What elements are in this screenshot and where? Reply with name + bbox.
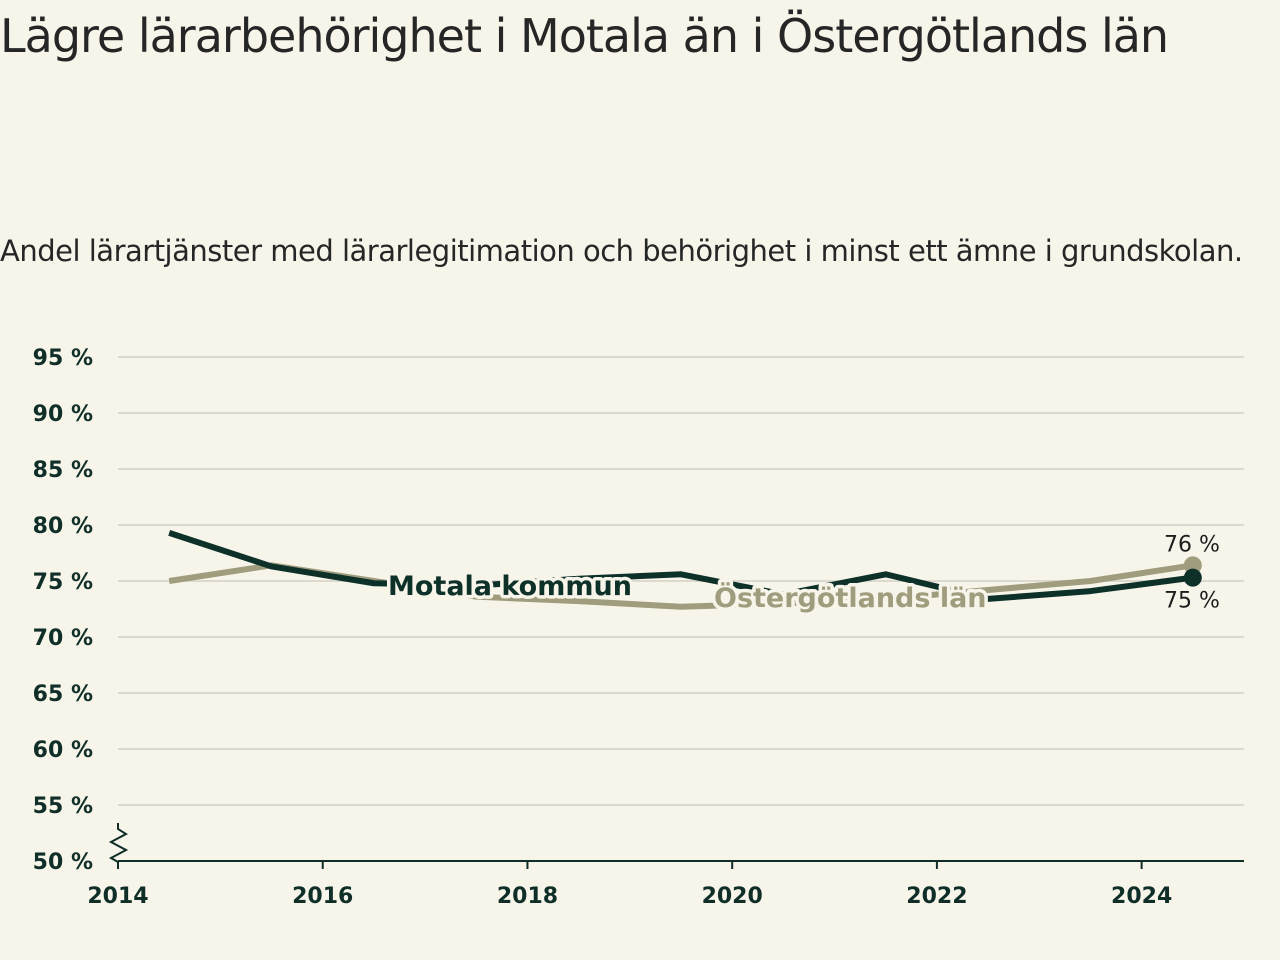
series-end-dot — [1183, 556, 1202, 575]
x-axis: 2014 2016 2018 2020 2022 2024 — [87, 823, 1244, 909]
y-tick-label: 80 % — [33, 514, 93, 539]
y-tick-label: 90 % — [33, 402, 93, 427]
chart-subtitle: Andel lärartjänster med lärarlegitimatio… — [0, 234, 1243, 268]
series-end-dot — [1183, 568, 1202, 587]
y-tick-label: 65 % — [33, 682, 93, 707]
end-value-label: 76 % — [1164, 532, 1220, 557]
y-tick-label: 50 % — [33, 850, 93, 875]
series-label-ostergotland: Östergötlands län — [714, 581, 987, 614]
axis-break-icon — [108, 823, 129, 868]
chart-title: Lägre lärarbehörighet i Motala än i Öste… — [0, 9, 1169, 63]
series-labels: Motala kommun Östergötlands län 76 % 75 % — [385, 532, 1220, 617]
y-tick-label: 70 % — [33, 626, 93, 651]
x-tick-label: 2022 — [906, 884, 967, 909]
gridlines — [118, 356, 1244, 806]
x-tick-label: 2024 — [1111, 884, 1172, 909]
y-tick-label: 95 % — [33, 346, 93, 371]
x-tick-label: 2016 — [292, 884, 353, 909]
y-axis-ticks: 50 % 55 % 60 % 65 % 70 % 75 % 80 % 85 % 90 % 95 % — [33, 346, 93, 875]
y-tick-label: 85 % — [33, 458, 93, 483]
y-tick-label: 75 % — [33, 570, 93, 595]
x-tick-label: 2018 — [497, 884, 558, 909]
series-label-motala: Motala kommun — [388, 571, 632, 602]
end-value-label: 75 % — [1164, 589, 1220, 614]
x-tick-label: 2020 — [702, 884, 763, 909]
x-tick-label: 2014 — [87, 884, 148, 909]
series-line — [168, 529, 1194, 602]
y-tick-label: 55 % — [33, 794, 93, 819]
series-lines — [168, 529, 1202, 610]
line-chart: 50 % 55 % 60 % 65 % 70 % 75 % 80 % 85 % 90 % 95 %… — [33, 346, 1244, 909]
y-tick-label: 60 % — [33, 738, 93, 763]
